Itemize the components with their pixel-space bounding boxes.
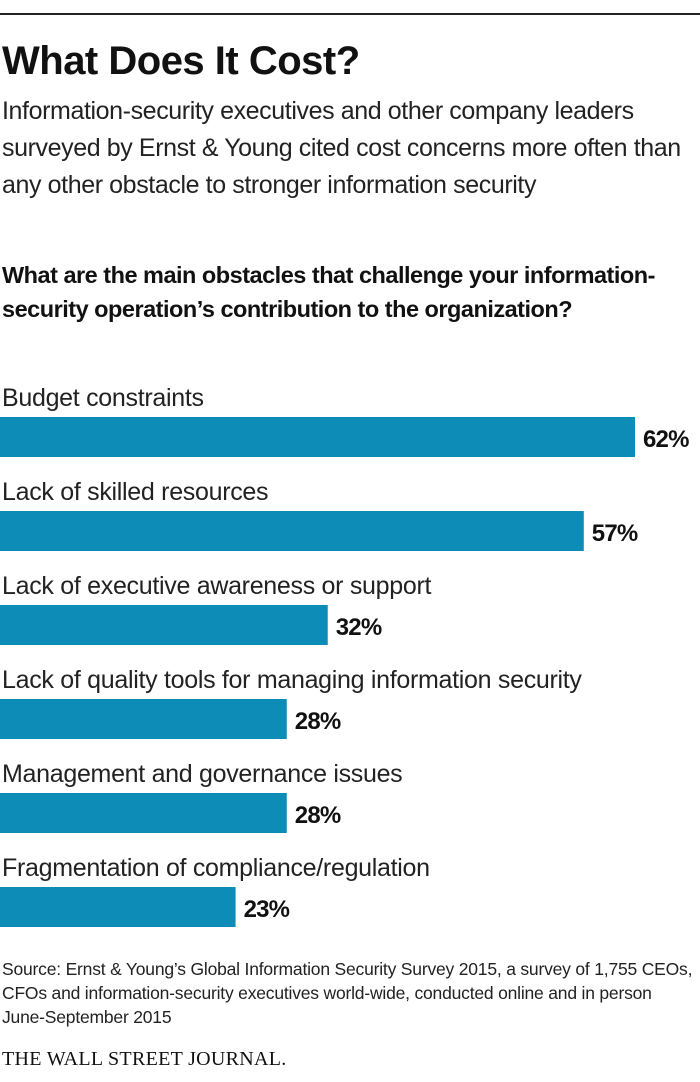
category-label: Lack of executive awareness or support xyxy=(2,572,431,600)
category-label: Lack of quality tools for managing infor… xyxy=(2,666,582,694)
value-label: 62% xyxy=(643,426,689,453)
source-note: Source: Ernst & Young’s Global Informati… xyxy=(2,959,693,1027)
bar xyxy=(0,887,236,927)
value-label: 32% xyxy=(336,614,382,641)
value-label: 28% xyxy=(295,802,341,829)
survey-question: What are the main obstacles that challen… xyxy=(2,262,655,322)
category-label: Fragmentation of compliance/regulation xyxy=(2,854,430,882)
bar xyxy=(0,699,287,739)
value-label: 57% xyxy=(592,520,638,547)
bar xyxy=(0,605,328,645)
publisher-logo: THE WALL STREET JOURNAL. xyxy=(2,1048,287,1070)
bar xyxy=(0,417,635,457)
chart-subtitle: Information-security executives and othe… xyxy=(2,97,681,199)
category-label: Management and governance issues xyxy=(2,760,402,788)
bar-chart: Budget constraints 62% Lack of skilled res… xyxy=(0,384,690,927)
bar xyxy=(0,511,584,551)
category-label: Lack of skilled resources xyxy=(2,478,268,506)
top-rule xyxy=(0,13,700,15)
bar xyxy=(0,793,287,833)
category-label: Budget constraints xyxy=(2,384,204,412)
value-label: 28% xyxy=(295,708,341,735)
value-label: 23% xyxy=(244,896,290,923)
chart-title: What Does It Cost? xyxy=(2,39,360,83)
